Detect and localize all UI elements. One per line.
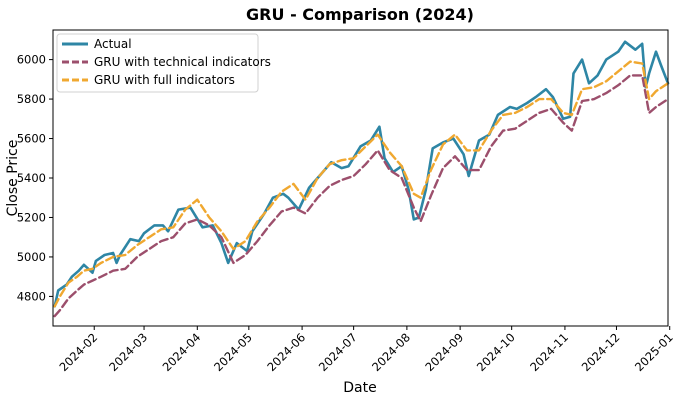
legend-label-gru-technical: GRU with technical indicators	[94, 55, 271, 69]
x-tick-label: 2025-01	[632, 330, 676, 374]
legend: Actual GRU with technical indicators GRU…	[56, 33, 271, 93]
y-tick-label: 6000	[17, 53, 46, 67]
y-tick-label: 5200	[17, 210, 46, 224]
x-tick-label: 2024-06	[264, 330, 308, 374]
y-tick-label: 4800	[17, 289, 46, 303]
series-layer	[53, 40, 670, 318]
x-tick-label: 2024-02	[56, 330, 100, 374]
x-tick-label: 2024-12	[579, 330, 623, 374]
gru-full-line	[53, 60, 670, 308]
x-axis-label: Date	[343, 380, 376, 396]
x-tick-label: 2024-08	[369, 330, 413, 374]
gru-technical-line	[53, 74, 670, 318]
y-tick-label: 5000	[17, 250, 46, 264]
legend-label-actual: Actual	[94, 37, 132, 51]
x-tick-label: 2024-09	[422, 330, 466, 374]
y-axis-ticks: 4800 5000 5200 5400 5600 5800 6000	[17, 53, 53, 303]
y-tick-label: 5400	[17, 171, 46, 185]
y-tick-label: 5600	[17, 132, 46, 146]
legend-label-gru-full: GRU with full indicators	[94, 73, 235, 87]
x-tick-label: 2024-10	[474, 330, 518, 374]
x-tick-label: 2024-11	[527, 330, 571, 374]
x-tick-label: 2024-03	[106, 330, 150, 374]
y-axis-label: Close Price	[5, 140, 21, 217]
legend-box	[56, 33, 259, 93]
x-axis-ticks: 2024-02 2024-03 2024-04 2024-05 2024-06 2024-…	[56, 326, 676, 374]
x-tick-label: 2024-07	[316, 330, 360, 374]
y-tick-label: 5800	[17, 92, 46, 106]
x-tick-label: 2024-05	[211, 330, 255, 374]
chart-title: GRU - Comparison (2024)	[246, 5, 474, 24]
x-tick-label: 2024-04	[160, 330, 204, 374]
